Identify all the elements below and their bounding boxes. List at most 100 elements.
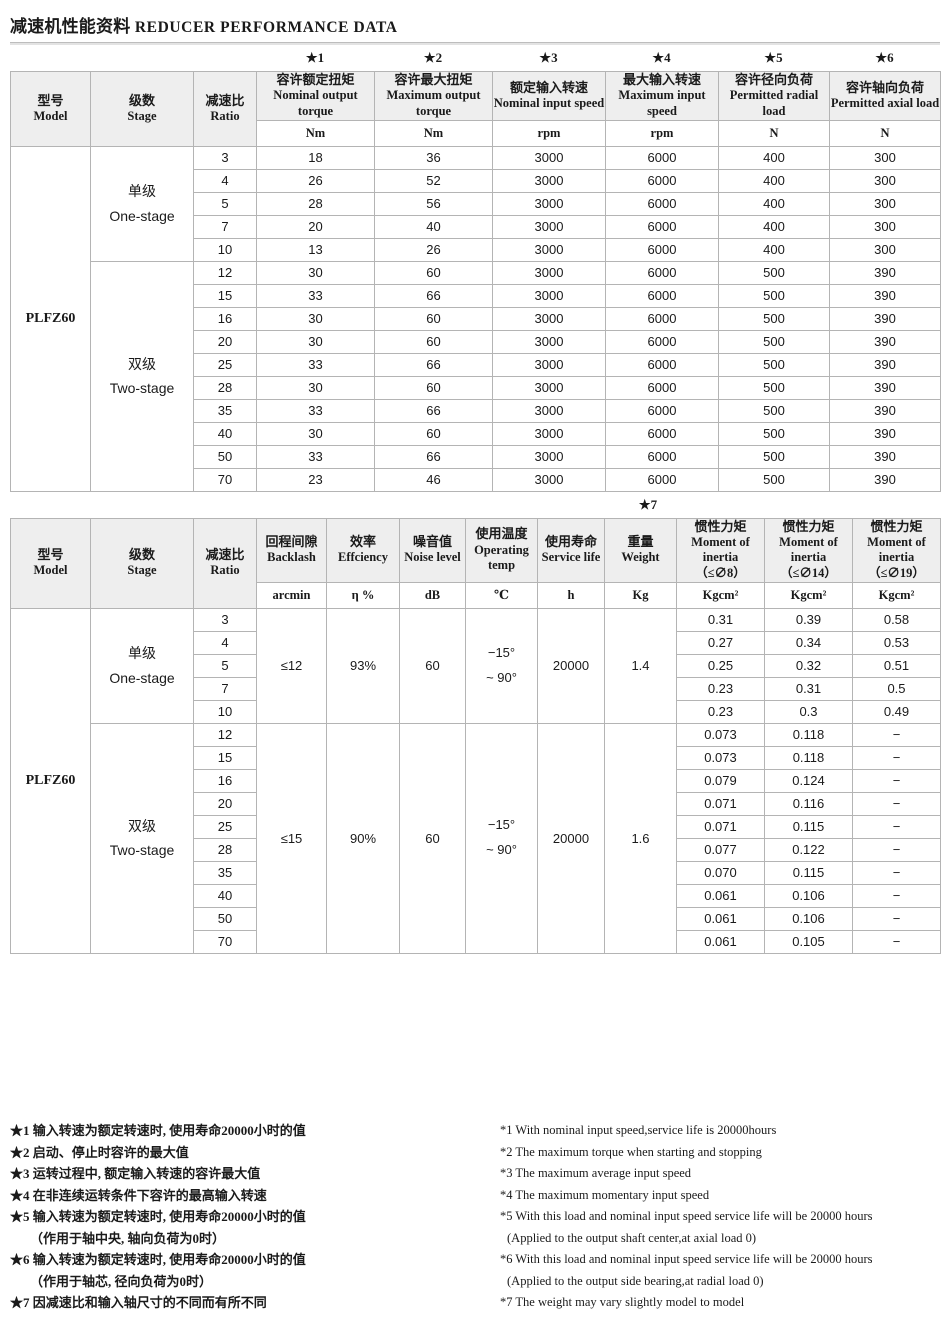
cell-inertia-14: 0.3 <box>764 699 853 724</box>
table1-unit-row: Nm Nm rpm rpm N N <box>11 119 941 147</box>
cell-axial-load: 300 <box>829 168 941 193</box>
cell-nominal-torque: 33 <box>256 283 375 308</box>
cell-max-speed: 6000 <box>605 191 719 216</box>
cell-inertia-8: 0.27 <box>676 630 765 655</box>
cell-nominal-speed: 3000 <box>492 352 606 377</box>
cell-inertia-19: − <box>852 860 941 885</box>
cell-ratio: 35 <box>193 398 257 423</box>
model-cell: PLFZ60 <box>10 607 91 954</box>
model-cell: PLFZ60 <box>10 145 91 492</box>
cell-max-torque: 60 <box>374 375 493 400</box>
stage-label-cn: 单级 <box>128 183 156 199</box>
table1-header-row: 型号 Model 级数 Stage 减速比 Ratio 容许额定扭矩 Nominal outp… <box>10 71 941 147</box>
cell-max-speed: 6000 <box>605 214 719 239</box>
column-header-cn: 型号 <box>37 547 64 563</box>
column-header-cn: 容许轴向负荷 <box>845 79 924 95</box>
table-row: 25 0.071 0.115− <box>11 814 941 839</box>
table1-star-marker: ★2 <box>423 50 443 65</box>
column-header-en: Permitted radial load <box>729 88 819 118</box>
cell-inertia-8: 0.071 <box>676 791 765 816</box>
table-row: 双级 Two-stage 12 30 60 3000 6000 500 390 <box>11 260 941 492</box>
cell-ratio: 70 <box>193 929 257 954</box>
cell-nominal-speed: 3000 <box>492 237 606 262</box>
cell-max-torque: 66 <box>374 444 493 469</box>
cell-max-torque: 46 <box>374 467 493 492</box>
cell-inertia-14: 0.31 <box>764 676 853 701</box>
column-header-permitted-radial-load: 容许径向负荷 Permitted radial load <box>718 71 830 121</box>
table-row: 4 0.27 0.34 0.53 <box>11 630 941 655</box>
footnote-item: ★2 启动、停止时容许的最大值 <box>10 1144 189 1160</box>
cell-ratio: 70 <box>193 467 257 492</box>
cell-service-life: 20000 <box>537 722 605 954</box>
page-title-cn: 减速机性能资料 <box>10 17 131 36</box>
table-row: 10 13 26 3000 6000 400 300 <box>11 237 941 262</box>
cell-weight: 1.6 <box>604 722 677 954</box>
cell-max-torque: 52 <box>374 168 493 193</box>
cell-inertia-8: 0.25 <box>676 653 765 678</box>
column-unit: Kgcm² <box>764 581 853 609</box>
cell-nominal-speed: 3000 <box>492 398 606 423</box>
footnotes-english: *1 With nominal input speed,service life… <box>500 1120 940 1314</box>
cell-max-torque: 40 <box>374 214 493 239</box>
cell-ratio: 40 <box>193 883 257 908</box>
cell-ratio: 20 <box>193 329 257 354</box>
column-header-en: Nominal output torque <box>273 88 358 118</box>
cell-axial-load: 390 <box>829 467 941 492</box>
column-header-cn: 使用寿命 <box>544 534 597 550</box>
column-header-en: Weight <box>621 550 660 565</box>
cell-axial-load: 300 <box>829 237 941 262</box>
reducer-torque-speed-table: 型号 Model 级数 Stage 减速比 Ratio 容许额定扭矩 Nominal outp… <box>10 71 941 492</box>
column-header-noise-level: 噪音值 Noise level <box>399 517 466 583</box>
table-row: 双级 Two-stage 12 ≤15 90% 60 −15° ~ 90° 20000 1.6 0.… <box>11 722 941 954</box>
cell-nominal-speed: 3000 <box>492 283 606 308</box>
cell-max-torque: 36 <box>374 145 493 170</box>
cell-inertia-19: 0.49 <box>852 699 941 724</box>
table1-star-marker: ★3 <box>539 50 558 65</box>
cell-inertia-8: 0.073 <box>676 722 765 747</box>
column-header-cn: 容许最大扭矩 <box>394 72 473 87</box>
stage-label-en: One-stage <box>109 669 175 686</box>
cell-inertia-8: 0.079 <box>676 768 765 793</box>
cell-ratio: 50 <box>193 906 257 931</box>
column-header-ratio: 减速比 Ratio <box>193 71 257 147</box>
cell-noise: 60 <box>399 722 466 954</box>
table-row: 16 30 60 3000 6000 500 390 <box>11 306 941 331</box>
cell-max-speed: 6000 <box>605 444 719 469</box>
cell-inertia-19: − <box>852 791 941 816</box>
stage-label-cn: 双级 <box>128 355 156 372</box>
cell-nominal-speed: 3000 <box>492 421 606 446</box>
table-row: 7 0.23 0.31 0.5 <box>11 676 941 701</box>
cell-ratio: 35 <box>193 860 257 885</box>
column-header-en: Moment of inertia <box>867 534 926 565</box>
cell-ratio: 3 <box>193 145 257 170</box>
stage-label-en: Two-stage <box>109 380 175 396</box>
footnote-item: *3 The maximum average input speed <box>500 1166 692 1180</box>
column-unit: N <box>718 119 830 147</box>
footnotes-chinese: ★1 输入转速为额定转速时, 使用寿命20000小时的值 ★2 启动、停止时容许的… <box>10 1120 500 1314</box>
cell-axial-load: 390 <box>829 329 941 354</box>
cell-max-speed: 6000 <box>605 283 719 308</box>
table-row: 25 33 66 3000 6000 500 390 <box>11 352 941 377</box>
cell-max-torque: 60 <box>374 260 493 285</box>
cell-max-torque: 66 <box>374 398 493 423</box>
cell-max-torque: 60 <box>374 421 493 446</box>
table1-star-marker: ★1 <box>305 50 325 65</box>
cell-ratio: 3 <box>193 607 257 632</box>
cell-max-speed: 6000 <box>605 168 719 193</box>
column-header-nominal-output-torque: 容许额定扭矩 Nominal output torque <box>256 71 375 121</box>
column-header-cn: 级数 <box>128 92 155 108</box>
cell-radial-load: 400 <box>718 168 830 193</box>
cell-nominal-torque: 30 <box>256 421 375 446</box>
footnote-item: *1 With nominal input speed,service life… <box>500 1123 777 1137</box>
cell-max-torque: 26 <box>374 237 493 262</box>
footnotes-section: ★1 输入转速为额定转速时, 使用寿命20000小时的值 ★2 启动、停止时容许的… <box>10 1120 940 1314</box>
cell-inertia-14: 0.32 <box>764 653 853 678</box>
cell-ratio: 4 <box>193 630 257 655</box>
column-header-cn: 型号 <box>37 92 64 108</box>
cell-efficiency: 90% <box>326 722 400 954</box>
cell-inertia-8: 0.23 <box>676 699 765 724</box>
cell-inertia-14: 0.39 <box>764 607 853 632</box>
column-header-stage: 级数 Stage <box>90 517 194 609</box>
cell-operating-temp: −15° ~ 90° <box>465 607 538 724</box>
cell-nominal-torque: 30 <box>256 260 375 285</box>
